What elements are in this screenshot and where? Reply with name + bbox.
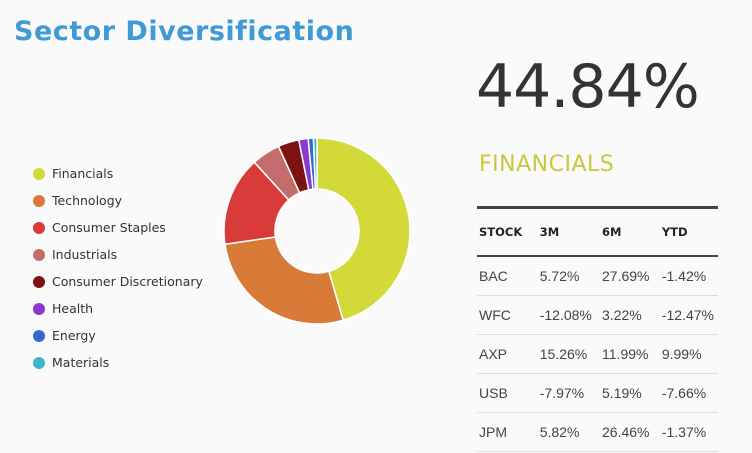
donut-chart[interactable]	[222, 136, 412, 326]
table-cell: 11.99%	[600, 334, 660, 374]
legend-item[interactable]: Health	[33, 295, 203, 322]
table-cell: BAC	[477, 256, 538, 296]
table-cell: USB	[477, 373, 538, 413]
legend-swatch	[33, 167, 45, 180]
legend-label: Technology	[52, 193, 123, 208]
legend-swatch	[33, 356, 45, 369]
legend-item[interactable]: Materials	[33, 349, 203, 376]
donut-slice-financials[interactable]	[316, 137, 411, 322]
legend-swatch	[33, 275, 45, 288]
legend-item[interactable]: Energy	[33, 322, 203, 349]
legend-label: Financials	[52, 166, 114, 181]
selected-sector-name: FINANCIALS	[479, 152, 615, 177]
page-title: Sector Diversification	[14, 16, 355, 47]
legend-label: Materials	[52, 355, 110, 370]
table-cell: 5.82%	[537, 412, 601, 452]
table-row: JPM 5.82% 26.46% -1.37%	[477, 412, 718, 452]
legend-swatch	[33, 221, 45, 234]
table-row: USB -7.97% 5.19% -7.66%	[477, 373, 718, 413]
legend-label: Consumer Discretionary	[52, 274, 203, 289]
legend-item[interactable]: Technology	[33, 187, 203, 214]
table-row: AXP 15.26% 11.99% 9.99%	[477, 334, 718, 374]
donut-slice-technology[interactable]	[224, 236, 345, 325]
table-cell: 5.19%	[600, 373, 660, 413]
legend-label: Industrials	[52, 247, 118, 262]
table-cell: 9.99%	[659, 334, 718, 374]
table-row: BAC 5.72% 27.69% -1.42%	[477, 256, 718, 296]
table-cell: -1.37%	[659, 412, 718, 452]
legend-item[interactable]: Consumer Discretionary	[33, 268, 203, 295]
table-cell: -1.42%	[659, 256, 718, 296]
table-cell: 3.22%	[600, 295, 660, 335]
table-cell: JPM	[477, 412, 538, 452]
legend-item[interactable]: Consumer Staples	[33, 214, 203, 241]
legend-swatch	[33, 302, 45, 315]
column-header: 3M	[537, 207, 601, 257]
table-header-row: STOCK 3M 6M YTD	[477, 207, 718, 257]
table-cell: -7.66%	[659, 373, 718, 413]
table-cell: 27.69%	[600, 256, 660, 296]
table-cell: AXP	[477, 334, 538, 374]
legend-label: Energy	[52, 328, 96, 343]
table-cell: -12.47%	[659, 295, 718, 335]
donut-slice-materials[interactable]	[312, 137, 318, 190]
stock-table: STOCK 3M 6M YTD BAC 5.72% 27.69% -1.42% WFC -12.…	[477, 206, 718, 452]
table-cell: -7.97%	[537, 373, 601, 413]
legend-swatch	[33, 248, 45, 261]
legend-swatch	[33, 329, 45, 342]
table-cell: -12.08%	[537, 295, 601, 335]
column-header: STOCK	[477, 207, 538, 257]
table-cell: 5.72%	[537, 256, 601, 296]
legend-label: Consumer Staples	[52, 220, 166, 235]
chart-legend: Financials Technology Consumer Staples Indu…	[33, 160, 203, 376]
table-row: WFC -12.08% 3.22% -12.47%	[477, 295, 718, 335]
column-header: 6M	[600, 207, 660, 257]
legend-swatch	[33, 194, 45, 207]
table-cell: 15.26%	[537, 334, 601, 374]
table-cell: 26.46%	[600, 412, 660, 452]
column-header: YTD	[659, 207, 718, 257]
table-cell: WFC	[477, 295, 538, 335]
selected-sector-percent: 44.84%	[476, 52, 700, 122]
legend-item[interactable]: Financials	[33, 160, 203, 187]
legend-item[interactable]: Industrials	[33, 241, 203, 268]
legend-label: Health	[52, 301, 94, 316]
table-body: BAC 5.72% 27.69% -1.42% WFC -12.08% 3.22% -12.4…	[477, 256, 718, 452]
